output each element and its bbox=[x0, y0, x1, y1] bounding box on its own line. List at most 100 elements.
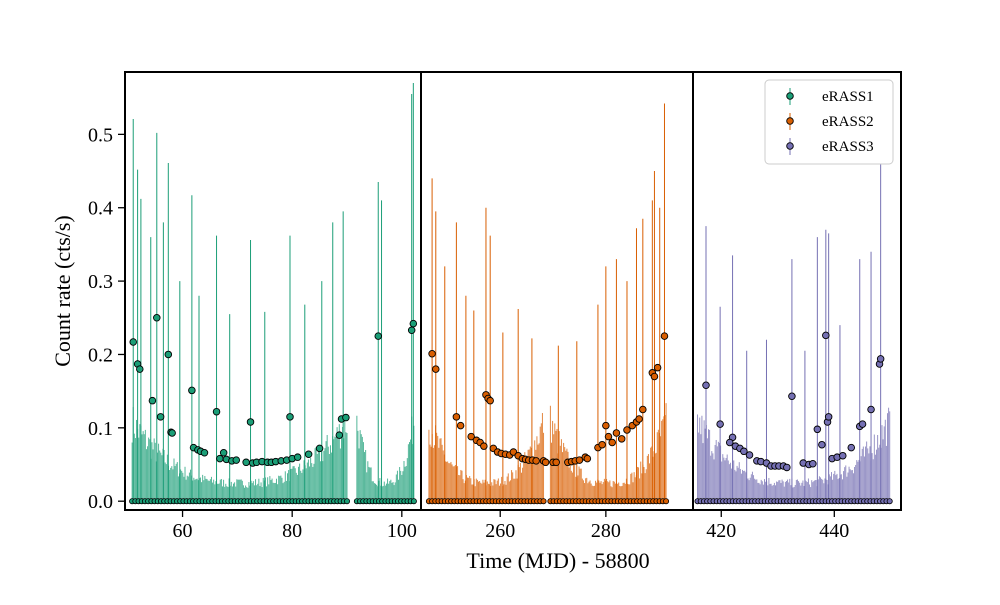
data-point bbox=[342, 413, 350, 422]
x-tick-label: 260 bbox=[485, 520, 515, 542]
data-point bbox=[219, 449, 228, 457]
x-tick-label: 420 bbox=[706, 520, 736, 542]
data-point bbox=[653, 363, 662, 372]
data-point bbox=[136, 365, 144, 373]
data-point bbox=[374, 332, 382, 340]
x-axis: 60 80 100 260 280 420 440 bbox=[173, 510, 849, 542]
y-tick-label: 0.5 bbox=[88, 124, 113, 146]
errorbar-envelope bbox=[131, 407, 415, 502]
data-point bbox=[486, 396, 494, 405]
data-point bbox=[156, 413, 165, 421]
data-point bbox=[452, 413, 461, 421]
data-point bbox=[809, 460, 817, 468]
x-tick-label: 100 bbox=[387, 520, 417, 542]
x-tick-label: 280 bbox=[591, 520, 621, 542]
y-tick-label: 0.1 bbox=[88, 418, 113, 440]
data-point bbox=[216, 454, 224, 463]
data-point bbox=[617, 435, 626, 443]
data-point bbox=[148, 396, 157, 405]
data-point bbox=[745, 451, 754, 459]
data-point bbox=[212, 407, 221, 416]
x-tick-label: 80 bbox=[282, 520, 302, 542]
data-point bbox=[200, 449, 209, 457]
data-point bbox=[304, 450, 313, 458]
data-point bbox=[623, 426, 631, 434]
data-point bbox=[839, 451, 847, 460]
legend-item-erass2: eRASS2 bbox=[786, 113, 874, 130]
data-point bbox=[635, 415, 643, 423]
y-axis-label: Count rate (cts/s) bbox=[50, 215, 75, 367]
frame-layer bbox=[124, 71, 902, 511]
data-point bbox=[552, 458, 560, 467]
data-point bbox=[847, 443, 856, 452]
data-point bbox=[608, 438, 616, 447]
data-point bbox=[660, 332, 669, 340]
data-point bbox=[428, 349, 436, 358]
y-tick-label: 0.2 bbox=[88, 344, 113, 366]
x-axis-label: Time (MJD) - 58800 bbox=[466, 548, 649, 573]
data-point bbox=[604, 432, 613, 441]
data-point-zero bbox=[540, 498, 547, 505]
data-point bbox=[740, 447, 748, 456]
data-point bbox=[467, 432, 475, 441]
data-point bbox=[129, 338, 137, 346]
data-point bbox=[822, 331, 830, 340]
data-point bbox=[818, 440, 826, 449]
legend-marker bbox=[786, 92, 794, 100]
data-point bbox=[824, 413, 833, 421]
data-point bbox=[456, 421, 465, 430]
data-point bbox=[725, 438, 734, 447]
legend-item-erass3: eRASS3 bbox=[786, 138, 874, 155]
x-tick-label: 440 bbox=[819, 520, 849, 542]
legend-box bbox=[764, 79, 894, 165]
data-point bbox=[602, 421, 610, 430]
data-point bbox=[480, 442, 488, 450]
data-point bbox=[650, 372, 659, 381]
data-point bbox=[164, 350, 173, 359]
data-point-zero bbox=[343, 498, 350, 505]
data-point bbox=[598, 440, 606, 449]
y-tick-label: 0.4 bbox=[88, 198, 113, 220]
data-point bbox=[702, 381, 710, 390]
data-point bbox=[867, 405, 875, 414]
panel-erass3 bbox=[694, 163, 893, 505]
y-tick-label: 0.3 bbox=[88, 271, 113, 293]
data-point bbox=[583, 454, 592, 463]
panel-erass2 bbox=[425, 103, 670, 505]
panel-frame bbox=[124, 71, 422, 511]
data-point-zero bbox=[886, 498, 893, 505]
legend-label: eRASS1 bbox=[822, 89, 874, 105]
data-point bbox=[783, 463, 791, 472]
data-point bbox=[409, 319, 418, 328]
data-point bbox=[432, 365, 440, 373]
data-point bbox=[532, 457, 540, 465]
legend-marker bbox=[786, 142, 794, 150]
data-point bbox=[315, 444, 324, 453]
data-point bbox=[407, 326, 416, 335]
data-point bbox=[858, 420, 867, 428]
data-point bbox=[876, 355, 885, 363]
data-point bbox=[246, 418, 255, 426]
data-point bbox=[612, 429, 621, 437]
legend-item-erass1: eRASS1 bbox=[786, 88, 874, 105]
y-axis: 0.0 0.1 0.2 0.3 0.4 0.5 bbox=[88, 124, 125, 513]
data-point bbox=[788, 392, 796, 401]
data-point bbox=[541, 458, 550, 467]
data-point bbox=[293, 453, 302, 461]
data-point bbox=[813, 425, 822, 434]
data-point bbox=[188, 386, 196, 395]
data-point bbox=[639, 405, 647, 414]
data-point bbox=[242, 458, 250, 467]
data-point-zero bbox=[410, 498, 417, 505]
x-tick-label: 60 bbox=[173, 520, 193, 542]
data-point bbox=[168, 429, 176, 437]
panel-erass1 bbox=[129, 83, 418, 505]
data-point bbox=[232, 456, 241, 464]
data-point-zero bbox=[663, 498, 670, 505]
data-point bbox=[575, 456, 584, 464]
data-point bbox=[716, 420, 724, 428]
errorbar-envelope bbox=[697, 407, 891, 502]
errorbar-envelope bbox=[428, 403, 667, 502]
